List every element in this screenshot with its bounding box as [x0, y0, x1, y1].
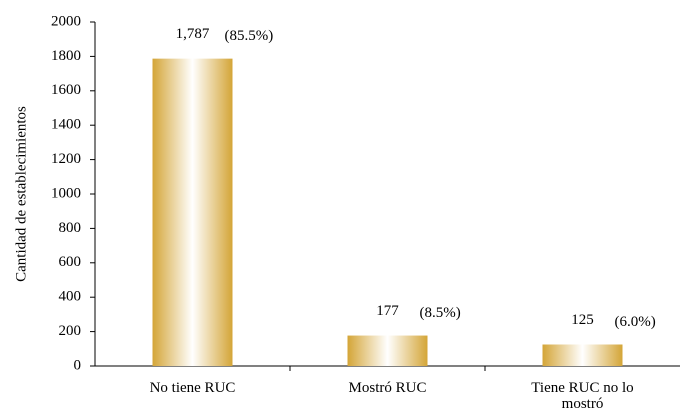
- y-tick-label: 1200: [51, 151, 81, 167]
- y-tick-label: 200: [59, 323, 82, 339]
- bar: [542, 344, 623, 366]
- y-axis-title: Cantidad de establecimientos: [13, 106, 29, 282]
- bar: [152, 58, 233, 367]
- y-tick-label: 600: [59, 254, 82, 270]
- y-tick-label: 2000: [51, 13, 81, 29]
- y-tick-label: 1400: [51, 117, 81, 133]
- y-tick-label: 1000: [51, 185, 81, 201]
- percent-label: (6.0%): [615, 314, 656, 330]
- value-label: 125: [571, 312, 594, 328]
- x-tick-label: Tiene RUC no lo mostró: [531, 380, 634, 412]
- x-tick-label: No tiene RUC: [149, 380, 236, 396]
- y-tick-label: 1600: [51, 82, 81, 98]
- x-tick-label: Mostró RUC: [348, 380, 427, 396]
- y-tick-label: 1800: [51, 48, 81, 64]
- percent-label: (8.5%): [420, 305, 461, 321]
- bar: [347, 335, 428, 366]
- value-label: 1,787: [176, 26, 210, 42]
- percent-label: (85.5%): [225, 28, 274, 44]
- value-label: 177: [376, 303, 399, 319]
- y-tick-label: 400: [59, 289, 82, 305]
- y-tick-label: 800: [59, 220, 82, 236]
- y-tick-label: 0: [74, 357, 82, 373]
